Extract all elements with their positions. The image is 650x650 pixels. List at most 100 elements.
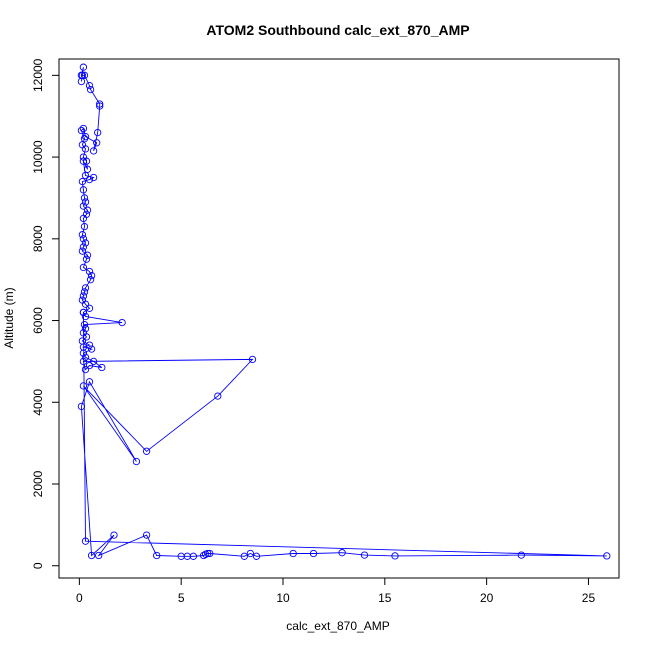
y-tick-label: 6000 xyxy=(31,307,45,334)
data-point xyxy=(77,126,86,135)
data-point xyxy=(79,243,88,251)
data-point xyxy=(80,194,89,202)
data-point xyxy=(603,552,611,560)
data-point xyxy=(87,551,96,560)
y-tick-label: 0 xyxy=(31,562,45,569)
data-point xyxy=(78,231,87,239)
y-tick-label: 2000 xyxy=(31,470,45,497)
data-point xyxy=(246,549,255,558)
data-point xyxy=(79,357,88,366)
data-point xyxy=(82,333,91,341)
data-point xyxy=(81,537,90,545)
data-point xyxy=(85,304,94,312)
data-point xyxy=(79,186,88,194)
data-point xyxy=(80,320,89,329)
data-point xyxy=(79,263,88,272)
data-point xyxy=(85,267,94,276)
data-point xyxy=(189,552,198,560)
data-point xyxy=(82,157,91,165)
data-point xyxy=(85,175,94,184)
chart-title: ATOM2 Southbound calc_ext_870_AMP xyxy=(206,22,469,38)
data-point xyxy=(206,549,214,558)
data-point xyxy=(81,239,90,247)
data-point xyxy=(248,355,257,364)
data-point xyxy=(79,292,88,300)
y-tick-label: 8000 xyxy=(31,225,45,252)
data-point xyxy=(79,382,88,390)
data-point xyxy=(95,551,103,560)
data-point xyxy=(79,308,88,317)
data-point xyxy=(80,288,89,296)
data-point xyxy=(517,551,525,559)
data-point xyxy=(94,128,102,137)
data-point xyxy=(89,147,98,155)
x-tick-label: 20 xyxy=(480,591,494,605)
data-point xyxy=(89,173,98,182)
data-point xyxy=(79,124,88,133)
data-point xyxy=(81,300,90,308)
data-point xyxy=(82,255,91,263)
data-point xyxy=(89,357,98,366)
data-point xyxy=(85,81,94,90)
data-point xyxy=(96,100,104,108)
data-point xyxy=(87,345,96,353)
data-point xyxy=(83,206,92,214)
data-point xyxy=(81,365,90,374)
data-point xyxy=(338,549,346,557)
data-point xyxy=(96,102,104,110)
data-point xyxy=(81,312,90,321)
x-axis-label: calc_ext_870_AMP xyxy=(286,619,389,633)
data-point xyxy=(214,392,222,400)
data-point xyxy=(204,549,212,558)
series-points xyxy=(77,63,611,560)
y-tick-label: 12000 xyxy=(31,58,45,92)
data-point xyxy=(83,251,92,259)
data-point xyxy=(240,552,248,560)
data-point xyxy=(85,361,94,370)
data-point xyxy=(80,222,89,231)
data-point xyxy=(77,402,86,411)
data-point xyxy=(81,325,90,333)
data-point xyxy=(252,552,261,560)
data-point xyxy=(391,552,399,560)
data-point xyxy=(81,171,90,180)
x-axis: 0 5 10 15 20 25 xyxy=(76,577,596,605)
data-point xyxy=(118,318,126,327)
y-axis: 0 2000 4000 6000 8000 10000 12000 xyxy=(31,58,60,569)
data-point xyxy=(78,247,87,255)
data-point xyxy=(153,551,161,560)
data-point xyxy=(360,551,369,559)
y-tick-label: 10000 xyxy=(31,140,45,174)
data-point xyxy=(81,353,90,361)
x-tick-label: 15 xyxy=(378,591,392,605)
data-point xyxy=(81,145,90,153)
data-point xyxy=(79,63,88,71)
data-point xyxy=(98,363,106,372)
x-tick-label: 25 xyxy=(582,591,596,605)
data-point xyxy=(110,531,118,539)
data-point xyxy=(309,549,318,558)
data-point xyxy=(142,447,151,455)
data-point xyxy=(142,531,151,539)
data-point xyxy=(86,276,95,284)
data-point xyxy=(78,177,87,186)
data-point xyxy=(78,71,87,79)
y-tick-label: 4000 xyxy=(31,389,45,416)
data-point xyxy=(85,378,94,386)
data-point xyxy=(93,139,101,147)
data-point xyxy=(79,202,88,210)
data-point xyxy=(79,214,88,223)
x-tick-label: 10 xyxy=(276,591,290,605)
data-point xyxy=(79,349,88,357)
data-point xyxy=(81,198,90,206)
data-point xyxy=(79,157,88,165)
data-point xyxy=(87,271,96,280)
data-point xyxy=(289,549,297,558)
x-tick-label: 5 xyxy=(178,591,185,605)
x-tick-label: 0 xyxy=(76,591,83,605)
data-point xyxy=(80,71,89,79)
data-point xyxy=(86,85,95,94)
data-point xyxy=(81,284,90,292)
data-point xyxy=(79,235,88,243)
